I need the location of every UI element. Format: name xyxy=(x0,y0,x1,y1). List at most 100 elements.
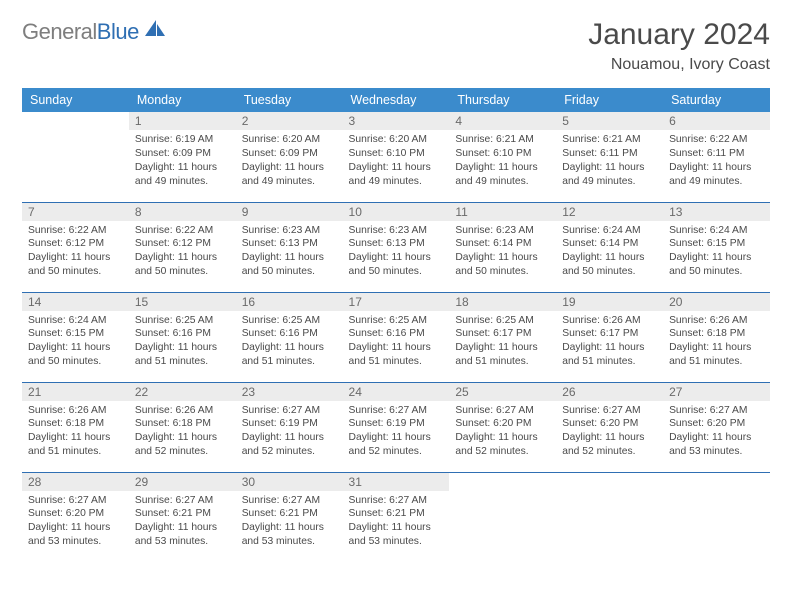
daylight-line: Daylight: 11 hours and 53 minutes. xyxy=(28,522,110,547)
sunrise-line: Sunrise: 6:25 AM xyxy=(242,315,320,326)
daylight-line: Daylight: 11 hours and 50 minutes. xyxy=(455,252,537,277)
day-body: Sunrise: 6:22 AMSunset: 6:12 PMDaylight:… xyxy=(129,221,236,286)
sunset-line: Sunset: 6:21 PM xyxy=(135,508,211,519)
day-number: 8 xyxy=(129,203,236,221)
day-body: Sunrise: 6:20 AM Sunset: 6:09 PM Daylight:… xyxy=(236,130,343,195)
sunrise-line: Sunrise: 6:27 AM xyxy=(562,405,640,416)
sunrise-line: Sunrise: 6:27 AM xyxy=(349,495,427,506)
sunset-line: Sunset: 6:16 PM xyxy=(349,328,425,339)
calendar-cell: 10Sunrise: 6:23 AMSunset: 6:13 PMDayligh… xyxy=(343,202,450,292)
location-label: Nouamou, Ivory Coast xyxy=(588,56,770,74)
calendar-cell: 23Sunrise: 6:27 AMSunset: 6:19 PMDayligh… xyxy=(236,382,343,472)
calendar-cell: 3Sunrise: 6:20 AMSunset: 6:10 PMDaylight… xyxy=(343,112,450,202)
day-body: Sunrise: 6:27 AM Sunset: 6:20 PM Daylight:… xyxy=(556,401,663,466)
daylight-line: Daylight: 11 hours and 51 minutes. xyxy=(455,342,537,367)
sunrise-line: Sunrise: 6:27 AM xyxy=(242,495,320,506)
sunset-line: Sunset: 6:09 PM xyxy=(242,148,318,159)
sunrise-line: Sunrise: 6:22 AM xyxy=(135,225,213,236)
sunrise-line: Sunrise: 6:23 AM xyxy=(242,225,320,236)
sunset-line: Sunset: 6:15 PM xyxy=(28,328,104,339)
daylight-line: Daylight: 11 hours and 53 minutes. xyxy=(349,522,431,547)
daylight-line: Daylight: 11 hours and 51 minutes. xyxy=(28,432,110,457)
sunrise-line: Sunrise: 6:24 AM xyxy=(562,225,640,236)
calendar-cell: 13Sunrise: 6:24 AMSunset: 6:15 PMDayligh… xyxy=(663,202,770,292)
sunset-line: Sunset: 6:18 PM xyxy=(669,328,745,339)
day-number: 5 xyxy=(556,112,663,130)
day-number: 25 xyxy=(449,383,556,401)
day-number: 15 xyxy=(129,293,236,311)
daylight-line: Daylight: 11 hours and 49 minutes. xyxy=(349,162,431,187)
calendar-cell: 17Sunrise: 6:25 AMSunset: 6:16 PMDayligh… xyxy=(343,292,450,382)
daylight-line: Daylight: 11 hours and 49 minutes. xyxy=(669,162,751,187)
sunset-line: Sunset: 6:19 PM xyxy=(349,418,425,429)
logo: GeneralBlue xyxy=(22,18,167,45)
calendar-table: SundayMondayTuesdayWednesdayThursdayFrid… xyxy=(22,88,770,562)
day-body: Sunrise: 6:27 AMSunset: 6:19 PMDaylight:… xyxy=(343,401,450,466)
sunrise-line: Sunrise: 6:24 AM xyxy=(28,315,106,326)
calendar-cell: 18Sunrise: 6:25 AMSunset: 6:17 PMDayligh… xyxy=(449,292,556,382)
daylight-line: Daylight: 11 hours and 50 minutes. xyxy=(28,342,110,367)
day-number: 1 xyxy=(129,112,236,130)
daylight-line: Daylight: 11 hours and 53 minutes. xyxy=(242,522,324,547)
day-number: 27 xyxy=(663,383,770,401)
day-number: 26 xyxy=(556,383,663,401)
calendar-cell: 21Sunrise: 6:26 AMSunset: 6:18 PMDayligh… xyxy=(22,382,129,472)
sunset-line: Sunset: 6:16 PM xyxy=(135,328,211,339)
daylight-line: Daylight: 11 hours and 51 minutes. xyxy=(135,342,217,367)
sunset-line: Sunset: 6:20 PM xyxy=(562,418,638,429)
calendar-cell: 5Sunrise: 6:21 AMSunset: 6:11 PMDaylight… xyxy=(556,112,663,202)
day-number: 28 xyxy=(22,473,129,491)
daylight-line: Daylight: 11 hours and 50 minutes. xyxy=(669,252,751,277)
sunset-line: Sunset: 6:20 PM xyxy=(455,418,531,429)
sunrise-line: Sunrise: 6:26 AM xyxy=(28,405,106,416)
daylight-line: Daylight: 11 hours and 52 minutes. xyxy=(562,432,644,457)
day-number: 3 xyxy=(343,112,450,130)
sunset-line: Sunset: 6:19 PM xyxy=(242,418,318,429)
daylight-line: Daylight: 11 hours and 52 minutes. xyxy=(242,432,324,457)
calendar-cell: 24Sunrise: 6:27 AMSunset: 6:19 PMDayligh… xyxy=(343,382,450,472)
calendar-cell: 22Sunrise: 6:26 AMSunset: 6:18 PMDayligh… xyxy=(129,382,236,472)
daylight-line: Daylight: 11 hours and 50 minutes. xyxy=(135,252,217,277)
sunset-line: Sunset: 6:21 PM xyxy=(242,508,318,519)
day-body: Sunrise: 6:19 AMSunset: 6:09 PMDaylight:… xyxy=(129,130,236,195)
weekday-header: Sunday xyxy=(22,88,129,112)
calendar-cell: . xyxy=(663,472,770,562)
sunset-line: Sunset: 6:13 PM xyxy=(349,238,425,249)
sunrise-line: Sunrise: 6:27 AM xyxy=(242,405,320,416)
daylight-line: Daylight: 11 hours and 50 minutes. xyxy=(242,252,324,277)
sunrise-line: Sunrise: 6:25 AM xyxy=(455,315,533,326)
day-body: Sunrise: 6:27 AMSunset: 6:20 PMDaylight:… xyxy=(22,491,129,556)
calendar-cell: 25Sunrise: 6:27 AMSunset: 6:20 PMDayligh… xyxy=(449,382,556,472)
day-body: Sunrise: 6:20 AMSunset: 6:10 PMDaylight:… xyxy=(343,130,450,195)
calendar-cell: 15Sunrise: 6:25 AMSunset: 6:16 PMDayligh… xyxy=(129,292,236,382)
sunrise-line: Sunrise: 6:25 AM xyxy=(349,315,427,326)
weekday-header: Monday xyxy=(129,88,236,112)
header: GeneralBlue January 2024 Nouamou, Ivory … xyxy=(22,18,770,74)
day-number: 31 xyxy=(343,473,450,491)
calendar-cell: 6Sunrise: 6:22 AMSunset: 6:11 PMDaylight… xyxy=(663,112,770,202)
calendar-cell: 8Sunrise: 6:22 AMSunset: 6:12 PMDaylight… xyxy=(129,202,236,292)
sunset-line: Sunset: 6:12 PM xyxy=(28,238,104,249)
calendar-header-row: SundayMondayTuesdayWednesdayThursdayFrid… xyxy=(22,88,770,112)
daylight-line: Daylight: 11 hours and 52 minutes. xyxy=(349,432,431,457)
day-number: 20 xyxy=(663,293,770,311)
day-number: 30 xyxy=(236,473,343,491)
daylight-line: Daylight: 11 hours and 51 minutes. xyxy=(242,342,324,367)
sunset-line: Sunset: 6:18 PM xyxy=(28,418,104,429)
sunset-line: Sunset: 6:16 PM xyxy=(242,328,318,339)
sunset-line: Sunset: 6:15 PM xyxy=(669,238,745,249)
sunrise-line: Sunrise: 6:20 AM xyxy=(242,134,320,145)
day-number: 11 xyxy=(449,203,556,221)
day-number: 17 xyxy=(343,293,450,311)
sunset-line: Sunset: 6:11 PM xyxy=(562,148,637,159)
calendar-cell: 26 Sunrise: 6:27 AM Sunset: 6:20 PM Dayligh… xyxy=(556,382,663,472)
day-body: Sunrise: 6:26 AMSunset: 6:18 PMDaylight:… xyxy=(129,401,236,466)
daylight-line: Daylight: 11 hours and 49 minutes. xyxy=(242,162,324,187)
day-number: 6 xyxy=(663,112,770,130)
day-body: Sunrise: 6:27 AM Sunset: 6:19 PM Daylight:… xyxy=(236,401,343,466)
sunset-line: Sunset: 6:14 PM xyxy=(562,238,638,249)
logo-text-part1: General xyxy=(22,19,97,44)
day-body: Sunrise: 6:25 AMSunset: 6:16 PMDaylight:… xyxy=(129,311,236,376)
daylight-line: Daylight: 11 hours and 52 minutes. xyxy=(455,432,537,457)
day-number: 29 xyxy=(129,473,236,491)
